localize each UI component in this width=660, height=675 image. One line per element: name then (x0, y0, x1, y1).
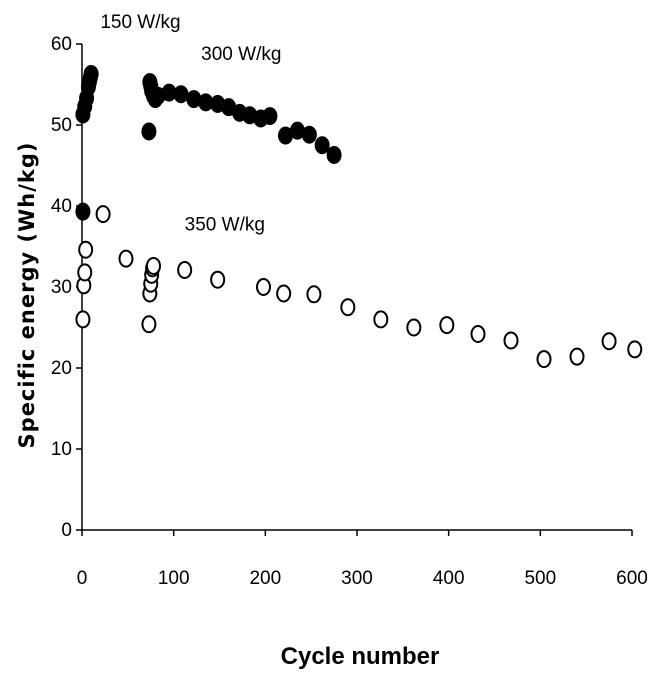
filled-point (141, 122, 157, 141)
x-tick-label: 100 (158, 568, 190, 589)
annotation-label: 150 W/kg (100, 12, 180, 33)
y-tick-label: 30 (51, 277, 72, 298)
open-point (569, 347, 585, 366)
y-tick-label: 20 (51, 358, 72, 379)
open-point (146, 256, 161, 275)
open-point (177, 260, 193, 279)
open-point (276, 284, 292, 303)
data-points (75, 64, 643, 369)
y-tick-label: 50 (51, 115, 72, 136)
open-point (536, 350, 552, 369)
open-point (95, 205, 111, 224)
annotations: 150 W/kg 300 W/kg 350 W/kg (100, 12, 281, 236)
filled-point (75, 202, 91, 221)
axes (81, 44, 632, 531)
open-point (470, 324, 486, 343)
x-tick-label: 500 (524, 568, 556, 589)
filled-point (173, 85, 189, 104)
open-point (627, 340, 643, 359)
open-point (503, 331, 519, 350)
open-point (306, 285, 322, 304)
x-tick-label: 400 (433, 568, 465, 589)
x-tick-label: 300 (341, 568, 373, 589)
filled-point (262, 107, 278, 126)
open-point (141, 315, 157, 334)
open-point (601, 332, 617, 351)
y-tick-label: 40 (51, 196, 72, 217)
filled-point (314, 136, 330, 155)
open-point (118, 249, 134, 268)
open-point (77, 263, 93, 282)
y-tick-label: 60 (51, 34, 72, 55)
open-point (210, 270, 226, 289)
x-axis-title: Cycle number (281, 643, 440, 670)
filled-point (186, 90, 202, 109)
y-tick-label: 0 (61, 520, 72, 541)
open-point (75, 310, 91, 329)
filled-point (83, 64, 99, 83)
filled-point (326, 145, 342, 164)
x-tick-label: 600 (616, 568, 648, 589)
open-point (78, 240, 94, 259)
annotation-label: 350 W/kg (185, 214, 265, 235)
y-tick-label: 10 (51, 439, 72, 460)
annotation-label: 300 W/kg (201, 44, 281, 65)
y-axis-title: Specific energy (Wh/kg) (15, 142, 39, 449)
open-point (406, 318, 422, 337)
x-tick-label: 0 (77, 568, 88, 589)
open-point (340, 298, 356, 317)
open-point (256, 278, 271, 296)
filled-point (301, 125, 317, 144)
x-tick-label: 200 (249, 568, 281, 589)
open-point (439, 316, 455, 335)
open-point (373, 310, 389, 329)
